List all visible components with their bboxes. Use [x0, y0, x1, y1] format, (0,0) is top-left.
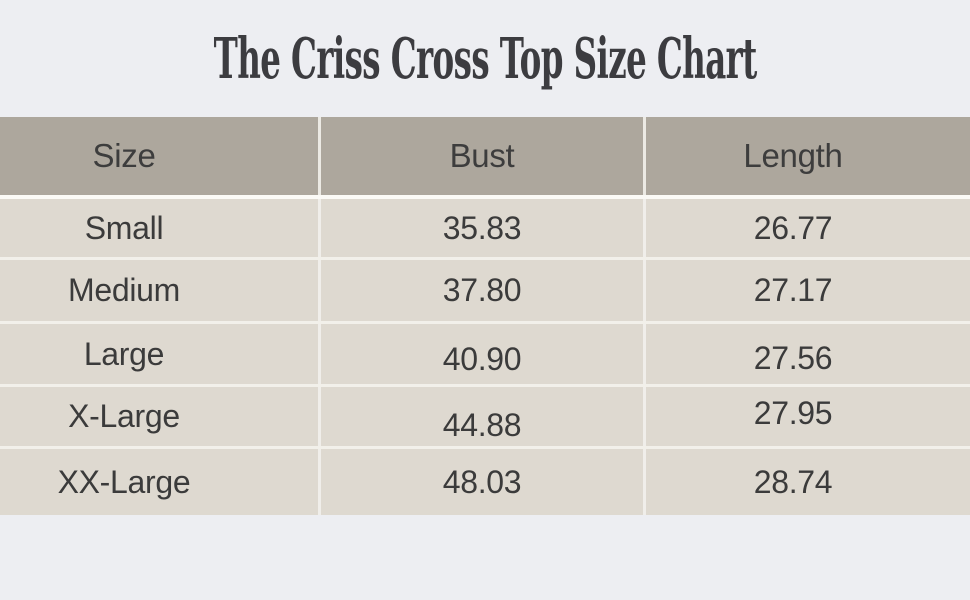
size-value: XX-Large — [57, 463, 191, 500]
bust-value: 37.80 — [442, 272, 522, 308]
cell-size: Large — [0, 324, 321, 384]
cell-size: X-Large — [0, 387, 321, 446]
cell-length: 28.74 — [646, 449, 970, 515]
header-label-length: Length — [743, 137, 843, 174]
cell-bust: 44.88 — [321, 387, 646, 446]
cell-length: 26.77 — [646, 199, 970, 257]
header-label-bust: Bust — [449, 137, 515, 174]
cell-size: XX-Large — [0, 449, 321, 515]
length-value: 27.17 — [753, 272, 833, 308]
cell-length: 27.95 — [646, 387, 970, 446]
cell-length: 27.17 — [646, 260, 970, 321]
length-value: 27.95 — [753, 395, 833, 431]
cell-bust: 37.80 — [321, 260, 646, 321]
size-value: X-Large — [68, 398, 180, 434]
header-label-size: Size — [92, 137, 156, 174]
length-value: 27.56 — [753, 339, 833, 376]
bust-value: 35.83 — [442, 209, 522, 246]
table-row-small: Small 35.83 26.77 — [0, 199, 970, 260]
length-value: 26.77 — [753, 209, 833, 246]
size-value: Small — [84, 209, 164, 246]
length-value: 28.74 — [753, 463, 833, 500]
table-row-large: Large 40.90 27.56 — [0, 324, 970, 387]
bust-value: 40.90 — [442, 340, 522, 377]
table-row-x-large: X-Large 44.88 27.95 — [0, 387, 970, 449]
table-row-medium: Medium 37.80 27.17 — [0, 260, 970, 324]
table-header-row: Size Bust Length — [0, 117, 970, 199]
header-cell-size: Size — [0, 117, 321, 195]
bust-value: 48.03 — [442, 463, 522, 500]
page-title: The Criss Cross Top Size Chart — [213, 25, 757, 92]
header-cell-length: Length — [646, 117, 970, 195]
table-row-xx-large: XX-Large 48.03 28.74 — [0, 449, 970, 515]
cell-bust: 40.90 — [321, 324, 646, 384]
title-band: The Criss Cross Top Size Chart — [0, 0, 970, 117]
cell-size: Small — [0, 199, 321, 257]
size-value: Large — [83, 335, 165, 372]
bust-value: 44.88 — [442, 407, 522, 443]
header-cell-bust: Bust — [321, 117, 646, 195]
cell-size: Medium — [0, 260, 321, 321]
size-table: Size Bust Length Small 35.83 26.77 Mediu… — [0, 117, 970, 515]
cell-length: 27.56 — [646, 324, 970, 384]
size-value: Medium — [67, 272, 180, 308]
cell-bust: 48.03 — [321, 449, 646, 515]
cell-bust: 35.83 — [321, 199, 646, 257]
